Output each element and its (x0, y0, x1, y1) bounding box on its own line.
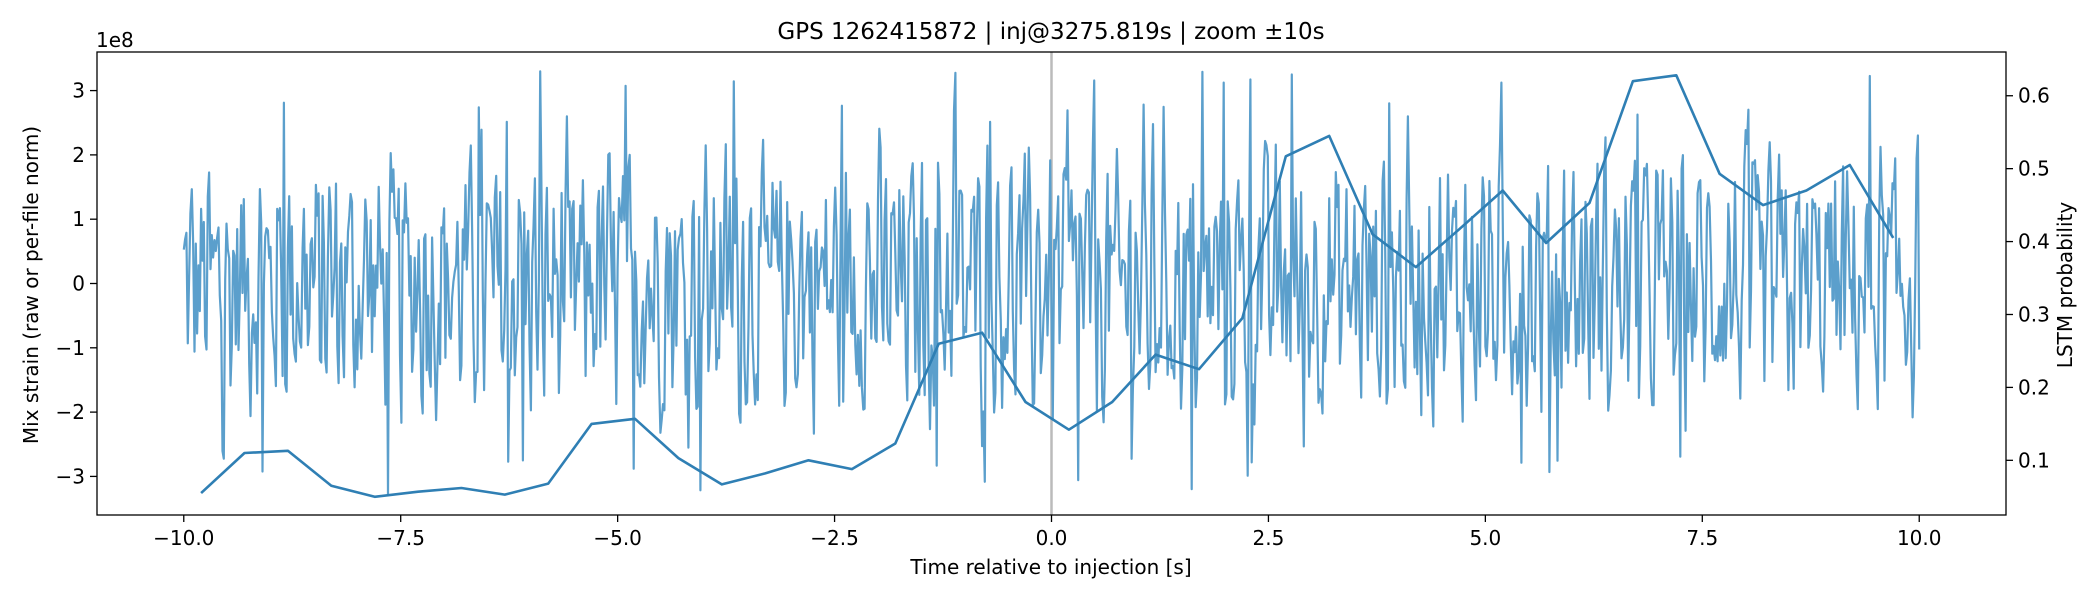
plot-area (182, 52, 1921, 515)
chart-title: GPS 1262415872 | inj@3275.819s | zoom ±1… (777, 19, 1324, 45)
y-left-tick-label: 1 (72, 207, 85, 231)
y-axis-left-label: Mix strain (raw or per-file norm) (19, 126, 43, 444)
x-tick-label: 10.0 (1897, 526, 1942, 550)
x-tick-label: 0.0 (1036, 526, 1068, 550)
y-left-tick-label: −3 (56, 464, 85, 488)
y-axis-right-label: LSTM probability (2053, 202, 2077, 369)
y-right-tick-label: 0.2 (2018, 375, 2050, 399)
left-axis-offset-label: 1e8 (96, 28, 134, 52)
lstm-probability-series-line (200, 74, 1895, 499)
y-left-tick-label: −2 (56, 400, 85, 424)
x-tick-label: −2.5 (810, 526, 859, 550)
x-tick-label: −7.5 (376, 526, 425, 550)
x-tick-label: 5.0 (1469, 526, 1501, 550)
x-tick-label: −5.0 (593, 526, 642, 550)
y-right-tick-label: 0.6 (2018, 84, 2050, 108)
axes: −10.0 −7.5 −5.0 −2.5 0.0 2.5 5.0 7.5 10.0 −3 −2 −1 0… (56, 51, 2050, 550)
x-tick-label: −10.0 (153, 526, 214, 550)
x-axis-label: Time relative to injection [s] (909, 555, 1191, 579)
x-tick-label: 2.5 (1253, 526, 1285, 550)
y-right-tick-label: 0.5 (2018, 157, 2050, 181)
x-tick-label: 7.5 (1686, 526, 1718, 550)
y-left-tick-label: 0 (72, 272, 85, 296)
y-left-tick-label: 3 (72, 79, 85, 103)
y-right-tick-label: 0.4 (2018, 230, 2050, 254)
y-left-tick-label: −1 (56, 336, 85, 360)
y-left-tick-label: 2 (72, 143, 85, 167)
y-right-tick-label: 0.1 (2018, 448, 2050, 472)
y-right-tick-label: 0.3 (2018, 302, 2050, 326)
strain-series-line (182, 70, 1921, 496)
